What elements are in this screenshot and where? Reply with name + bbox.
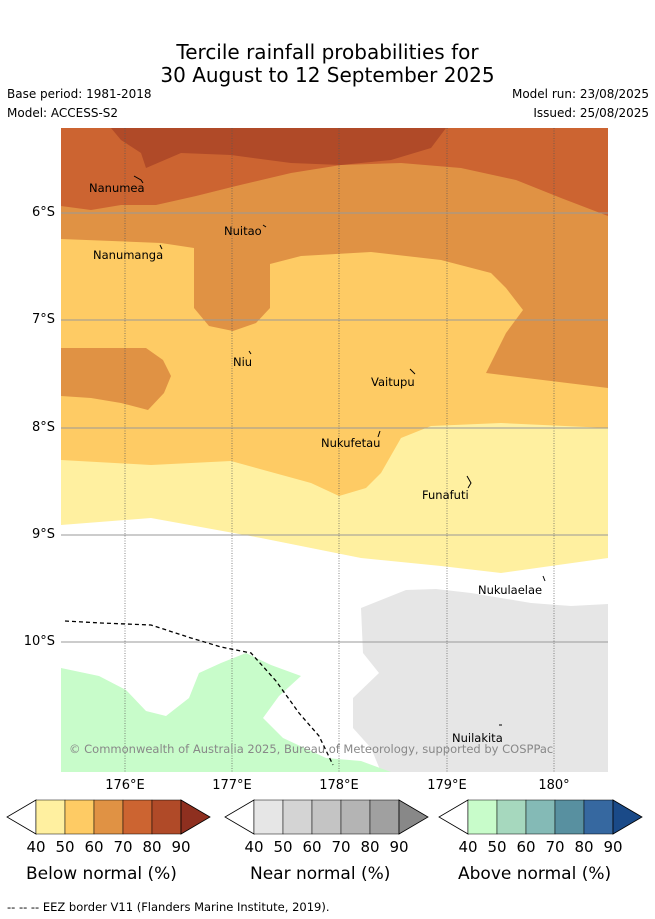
near-colorbar-segment bbox=[311, 799, 342, 835]
above-colorbar-tick: 70 bbox=[545, 838, 565, 856]
label-funafuti: Funafuti bbox=[422, 488, 469, 502]
island-outlines bbox=[133, 175, 546, 726]
island-funafuti bbox=[466, 475, 472, 489]
below-colorbar-under-arrow bbox=[6, 799, 37, 835]
below-colorbar-tick: 50 bbox=[55, 838, 75, 856]
above-colorbar-segment bbox=[525, 799, 556, 835]
below-80-90-region bbox=[111, 128, 446, 168]
label-nuitao: Nuitao bbox=[224, 224, 262, 238]
near-40-50-region bbox=[353, 589, 608, 772]
near-colorbar-segment bbox=[282, 799, 313, 835]
above-40-50-region bbox=[61, 653, 391, 772]
island-nukulaelae bbox=[542, 575, 546, 582]
eez-border-legend: -- -- -- EEZ border V11 (Flanders Marine… bbox=[7, 900, 330, 914]
label-nanumanga: Nanumanga bbox=[93, 248, 164, 262]
lat-label-10s: 10°S bbox=[23, 634, 55, 649]
copyright-notice: © Commonwealth of Australia 2025, Bureau… bbox=[69, 742, 554, 756]
below-colorbar-tick: 90 bbox=[171, 838, 191, 856]
below-colorbar-tick: 40 bbox=[26, 838, 46, 856]
island-vaitupu bbox=[409, 368, 416, 375]
base-period: Base period: 1981-2018 bbox=[7, 87, 152, 101]
model-run-date: Model run: 23/08/2025 bbox=[511, 87, 649, 101]
above-colorbar-under-arrow bbox=[438, 799, 469, 835]
above-colorbar-segment bbox=[467, 799, 498, 835]
near-colorbar-tick: 50 bbox=[273, 838, 293, 856]
above-normal-label: Above normal (%) bbox=[458, 864, 612, 884]
near-colorbar-under-arrow bbox=[224, 799, 255, 835]
lon-label-180: 180° bbox=[538, 778, 570, 793]
below-normal-label: Below normal (%) bbox=[26, 864, 177, 884]
lat-label-9s: 9°S bbox=[31, 527, 55, 542]
above-colorbar-tick: 90 bbox=[603, 838, 623, 856]
below-colorbar-tick: 60 bbox=[84, 838, 104, 856]
label-nukulaelae: Nukulaelae bbox=[478, 583, 543, 597]
rainfall-map bbox=[61, 128, 608, 772]
below-60-70-west-patch bbox=[61, 348, 171, 410]
below-normal-colorbar bbox=[6, 799, 211, 835]
lon-label-176e: 176°E bbox=[105, 778, 145, 793]
map-title-line-2: 30 August to 12 September 2025 bbox=[160, 63, 495, 87]
near-colorbar-tick: 90 bbox=[389, 838, 409, 856]
above-colorbar-over-arrow bbox=[612, 799, 643, 835]
above-colorbar-segment bbox=[583, 799, 614, 835]
above-colorbar-tick: 80 bbox=[574, 838, 594, 856]
colorbar-strip bbox=[6, 799, 643, 835]
above-colorbar-segment bbox=[554, 799, 585, 835]
below-colorbar-segment bbox=[93, 799, 124, 835]
label-nanumea: Nanumea bbox=[89, 181, 145, 195]
lon-label-179e: 179°E bbox=[427, 778, 467, 793]
island-nanumea bbox=[133, 175, 144, 184]
model-name: Model: ACCESS-S2 bbox=[7, 106, 119, 120]
near-colorbar-segment bbox=[253, 799, 284, 835]
issued-date: Issued: 25/08/2025 bbox=[533, 106, 649, 120]
near-colorbar-tick: 70 bbox=[331, 838, 351, 856]
lon-label-177e: 177°E bbox=[212, 778, 252, 793]
below-colorbar-segment bbox=[35, 799, 66, 835]
near-normal-colorbar bbox=[224, 799, 429, 835]
eez-border-line bbox=[64, 620, 334, 766]
below-colorbar-segment bbox=[64, 799, 95, 835]
island-nukufetau bbox=[377, 430, 381, 438]
above-colorbar-segment bbox=[496, 799, 527, 835]
lat-label-7s: 7°S bbox=[31, 312, 55, 327]
above-colorbar-tick: 60 bbox=[516, 838, 536, 856]
label-vaitupu: Vaitupu bbox=[371, 375, 415, 389]
island-nanumanga bbox=[159, 244, 163, 250]
below-colorbar-over-arrow bbox=[180, 799, 211, 835]
lat-label-8s: 8°S bbox=[31, 420, 55, 435]
below-colorbar-segment bbox=[122, 799, 153, 835]
label-nukufetau: Nukufetau bbox=[321, 436, 381, 450]
near-colorbar-tick: 80 bbox=[360, 838, 380, 856]
island-niu bbox=[248, 350, 252, 355]
above-colorbar-tick: 50 bbox=[487, 838, 507, 856]
below-colorbar-tick: 70 bbox=[113, 838, 133, 856]
label-nuilakita: Nuilakita bbox=[452, 731, 503, 745]
label-niu: Niu bbox=[233, 355, 253, 369]
map-title-line-1: Tercile rainfall probabilities for bbox=[176, 40, 479, 64]
near-colorbar-over-arrow bbox=[398, 799, 429, 835]
below-colorbar-tick: 80 bbox=[142, 838, 162, 856]
near-normal-label: Near normal (%) bbox=[250, 864, 391, 884]
island-nuitao bbox=[262, 224, 267, 228]
below-colorbar-segment bbox=[151, 799, 182, 835]
near-colorbar-tick: 40 bbox=[244, 838, 264, 856]
lon-label-178e: 178°E bbox=[319, 778, 359, 793]
latitude-gridlines bbox=[61, 212, 608, 643]
lat-label-6s: 6°S bbox=[31, 205, 55, 220]
near-colorbar-segment bbox=[340, 799, 371, 835]
near-colorbar-segment bbox=[369, 799, 400, 835]
above-colorbar-tick: 40 bbox=[458, 838, 478, 856]
near-colorbar-tick: 60 bbox=[302, 838, 322, 856]
above-normal-colorbar bbox=[438, 799, 643, 835]
